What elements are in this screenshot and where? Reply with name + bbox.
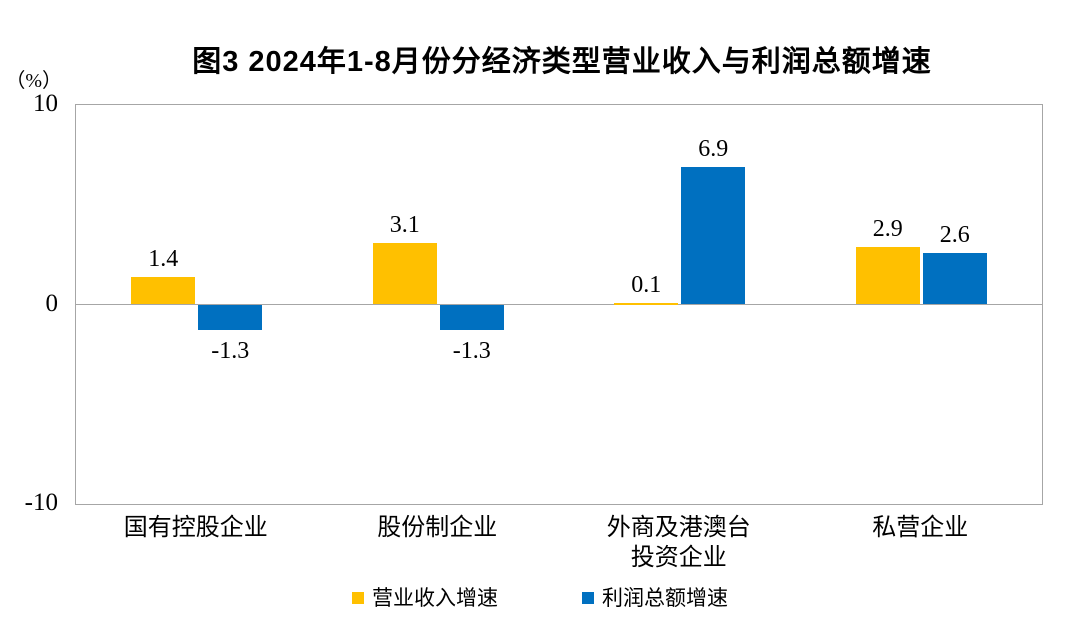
zero-gridline xyxy=(76,304,1042,305)
bar-value-label: 6.9 xyxy=(698,135,729,162)
y-tick-label: 0 xyxy=(45,289,59,317)
y-tick-label: -10 xyxy=(24,489,58,516)
bar-营业收入增速-外商及港澳台投资企业 xyxy=(614,302,679,305)
bar-value-label: -1.3 xyxy=(211,338,250,365)
bar-value-label: 2.9 xyxy=(872,215,903,242)
category-label: 私营企业 xyxy=(872,515,969,541)
y-axis-unit-label: （%） xyxy=(5,70,62,92)
legend-item: 利润总额增速 xyxy=(582,584,728,612)
legend-label: 利润总额增速 xyxy=(602,586,728,610)
bar-营业收入增速-国有控股企业 xyxy=(131,276,196,305)
plot-area: 1.4 -1.3 3.1 -1.3 0.1 6.9 2.9 2.6 xyxy=(75,104,1043,505)
legend-label: 营业收入增速 xyxy=(372,586,498,610)
bar-value-label: 3.1 xyxy=(389,211,420,238)
bar-营业收入增速-私营企业 xyxy=(855,246,920,305)
category-label: 国有控股企业 xyxy=(123,515,268,541)
bar-利润总额增速-国有控股企业 xyxy=(198,304,263,331)
bar-value-label: 2.6 xyxy=(939,221,970,248)
bar-营业收入增速-股份制企业 xyxy=(372,242,437,305)
bar-利润总额增速-私营企业 xyxy=(922,252,987,305)
category-label: 股份制企业 xyxy=(377,515,498,541)
bar-value-label: 1.4 xyxy=(148,245,179,272)
legend: 营业收入增速 利润总额增速 xyxy=(0,584,1080,612)
y-tick-label: 10 xyxy=(33,90,58,117)
legend-swatch xyxy=(352,592,364,604)
x-axis-labels: 国有控股企业 股份制企业 外商及港澳台 投资企业 私营企业 xyxy=(0,513,1080,583)
chart-title: 图3 2024年1-8月份分经济类型营业收入与利润总额增速 xyxy=(192,46,932,78)
bar-value-label: 0.1 xyxy=(631,271,662,298)
legend-swatch xyxy=(582,592,594,604)
category-label: 外商及港澳台 投资企业 xyxy=(606,515,751,571)
bar-利润总额增速-股份制企业 xyxy=(439,304,504,331)
legend-item: 营业收入增速 xyxy=(352,584,498,612)
bar-利润总额增速-外商及港澳台投资企业 xyxy=(681,166,746,305)
bar-value-label: -1.3 xyxy=(452,338,491,365)
